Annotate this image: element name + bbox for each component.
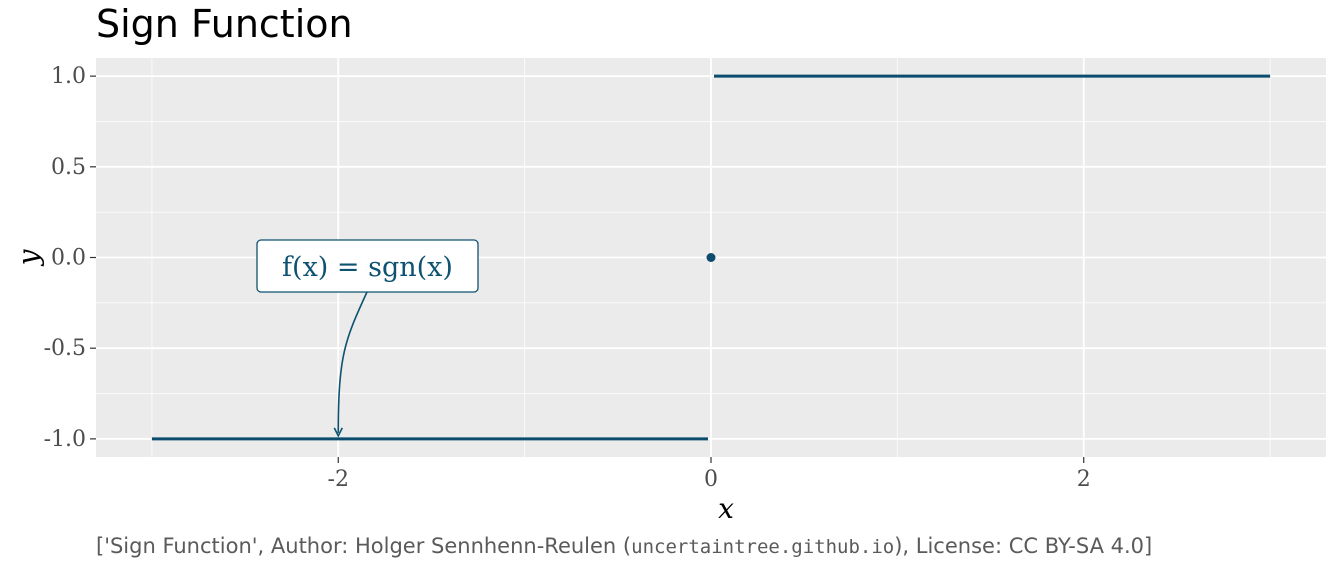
chart-title: Sign Function xyxy=(96,2,353,46)
annotation-arrowhead xyxy=(333,427,343,438)
y-tick-label: -1.0 xyxy=(44,427,86,452)
x-tick-label: 2 xyxy=(1077,467,1091,492)
x-axis-title: x xyxy=(718,492,734,525)
caption-url: uncertaintree.github.io xyxy=(631,536,895,558)
x-tick-label: -2 xyxy=(328,467,349,492)
x-tick-label: 0 xyxy=(704,467,718,492)
y-tick-label: 0.5 xyxy=(51,155,86,180)
caption-prefix: ['Sign Function', Author: Holger Sennhen… xyxy=(96,534,632,558)
y-axis-title: y xyxy=(12,248,45,267)
annotation-arrow xyxy=(337,291,368,433)
caption-suffix: ), License: CC BY-SA 4.0] xyxy=(894,534,1153,558)
y-tick-label: -0.5 xyxy=(44,336,86,361)
y-tick-label: 1.0 xyxy=(51,64,86,89)
annotation-label: f(x) = sgn(x) xyxy=(282,252,453,283)
attribution-caption: ['Sign Function', Author: Holger Sennhen… xyxy=(96,534,1152,558)
annotation-box xyxy=(256,239,479,293)
data-point xyxy=(706,253,716,262)
y-tick-label: 0.0 xyxy=(51,246,86,271)
